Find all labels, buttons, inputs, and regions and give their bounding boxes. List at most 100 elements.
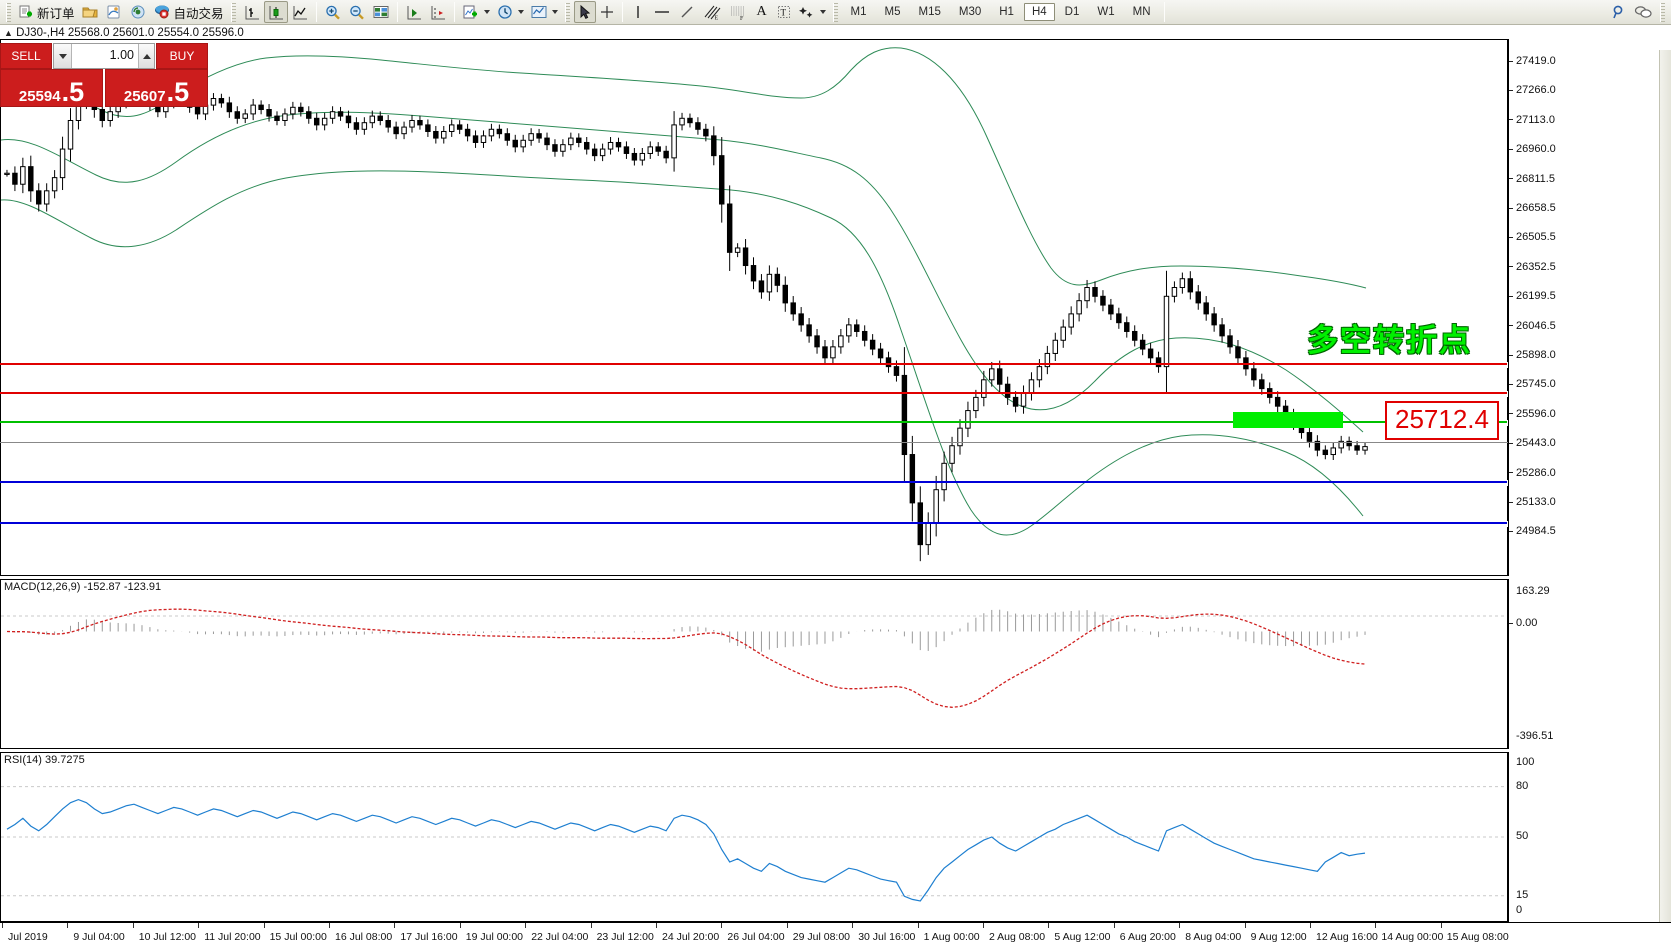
chart-shift-button[interactable] [426, 1, 450, 23]
volume-spinner-up[interactable] [138, 44, 154, 68]
folder-button[interactable] [78, 1, 102, 23]
bar-chart-icon [245, 5, 259, 19]
zoom-in-button[interactable] [321, 1, 345, 23]
timeframe-m30[interactable]: M30 [958, 6, 982, 18]
macd-label: MACD(12,26,9) -152.87 -123.91 [4, 581, 162, 593]
time-tick-mark [1048, 923, 1050, 928]
shift-end-button[interactable] [402, 1, 426, 23]
trendline-button[interactable] [675, 1, 699, 23]
price-tick: 25286.0 [1509, 467, 1556, 479]
vertical-line-button[interactable] [627, 1, 649, 23]
price-tick: 24984.5 [1509, 525, 1556, 537]
text-icon: A [756, 4, 767, 19]
timeframe-m1[interactable]: M1 [850, 6, 867, 18]
price-pane[interactable] [0, 39, 1508, 576]
text-button[interactable]: A [751, 1, 773, 23]
equidistant-channel-button[interactable]: E [699, 1, 725, 23]
objects-icon [798, 7, 812, 18]
toolbar-grip-5[interactable] [1660, 2, 1665, 22]
candlestick-button[interactable] [263, 1, 288, 23]
tile-windows-icon [373, 6, 389, 18]
time-tick-mark [263, 923, 265, 928]
time-tick-label: 6 Aug 20:00 [1119, 931, 1176, 943]
period-button[interactable] [493, 1, 527, 23]
time-tick-label: 5 Aug 12:00 [1054, 931, 1111, 943]
toolbar-grip[interactable] [6, 2, 11, 22]
price-level-support-blue-1[interactable] [0, 480, 1513, 486]
tile-windows-button[interactable] [369, 1, 393, 23]
timeframe-mn[interactable]: MN [1132, 6, 1151, 18]
highlight-rectangle[interactable] [1233, 412, 1343, 428]
crosshair-icon [600, 6, 613, 18]
time-tick-label: 16 Jul 08:00 [335, 931, 393, 943]
sell-price[interactable]: 25594 .5 [0, 69, 103, 107]
chart-area[interactable]: ▲ DJ30-,H4 25568.0 25601.0 25554.0 25596… [0, 25, 1671, 950]
volume-input[interactable]: 1.00 [53, 43, 155, 69]
autotrade-button[interactable]: 自动交易 [150, 1, 227, 23]
macd-pane[interactable]: MACD(12,26,9) -152.87 -123.91 [0, 579, 1508, 749]
time-tick-mark [1179, 923, 1181, 928]
svg-text:F: F [740, 16, 744, 21]
search-button[interactable] [1608, 1, 1630, 23]
time-axis[interactable]: Jul 2019 9 Jul 04:00 10 Jul 12:00 11 Jul 20… [0, 922, 1671, 950]
one-click-trading-panel[interactable]: SELL 1.00 BUY 25594 .5 [0, 43, 208, 107]
timeframe-w1[interactable]: W1 [1097, 6, 1115, 18]
new-order-button[interactable]: 新订单 [15, 1, 78, 23]
timeframe-d1[interactable]: D1 [1064, 6, 1080, 18]
symbol-ohlc-label: ▲ DJ30-,H4 25568.0 25601.0 25554.0 25596… [4, 27, 244, 39]
period-dropdown-caret[interactable] [517, 10, 524, 14]
volume-dropdown-button[interactable] [54, 44, 72, 68]
indicators-button[interactable] [459, 1, 493, 23]
svg-text:T: T [780, 8, 786, 18]
fibonacci-button[interactable]: F [725, 1, 751, 23]
volume-value[interactable]: 1.00 [109, 48, 134, 62]
templates-dropdown-caret[interactable] [551, 10, 558, 14]
label-button[interactable]: T [773, 1, 795, 23]
equidistant-icon: E [704, 5, 720, 21]
price-level-current-price[interactable] [0, 442, 1508, 443]
bar-chart-button[interactable] [240, 1, 264, 23]
toolbar-grip-4[interactable] [832, 2, 838, 22]
toolbar-grip-2[interactable] [230, 2, 236, 22]
price-level-support-blue-2[interactable] [0, 521, 1513, 527]
timeframe-h4[interactable]: H4 [1023, 3, 1055, 21]
rsi-pane[interactable]: RSI(14) 39.7275 [0, 752, 1508, 922]
period-icon [497, 5, 512, 19]
price-level-resistance-1[interactable] [0, 362, 1513, 368]
indicators-dropdown-caret[interactable] [483, 10, 490, 14]
horizontal-line-button[interactable] [649, 1, 675, 23]
time-tick-label: 11 Jul 20:00 [204, 931, 261, 943]
rsi-axis[interactable]: 100 80 50 15 0 [1508, 752, 1671, 922]
templates-button[interactable] [527, 1, 561, 23]
cursor-button[interactable] [573, 1, 596, 23]
line-chart-button[interactable] [288, 1, 312, 23]
timeframe-h1[interactable]: H1 [999, 6, 1014, 18]
buy-button[interactable]: BUY [156, 43, 208, 69]
price-callout-box[interactable]: 25712.4 [1385, 401, 1499, 440]
macd-axis[interactable]: 163.29 0.00 -396.51 [1508, 579, 1671, 749]
buy-price[interactable]: 25607 .5 [105, 69, 208, 107]
objects-button[interactable] [795, 1, 829, 23]
turning-point-annotation[interactable]: 多空转折点 [1307, 323, 1472, 358]
zoom-out-button[interactable] [345, 1, 369, 23]
objects-dropdown-caret[interactable] [819, 10, 826, 14]
macd-tick: 163.29 [1516, 585, 1550, 597]
rsi-tick: 100 [1516, 756, 1535, 768]
price-axis[interactable]: 27419.0 27266.0 27113.0 26960.0 26811.5 26658… [1508, 39, 1671, 576]
profile-button[interactable] [102, 1, 126, 23]
vertical-scrollbar[interactable] [1659, 50, 1671, 922]
crosshair-button[interactable] [596, 1, 618, 23]
time-tick-label: 30 Jul 16:00 [858, 931, 916, 943]
chevron-up-icon [142, 53, 151, 59]
chat-button[interactable] [1630, 1, 1656, 23]
signal-button[interactable] [126, 1, 150, 23]
time-tick-label: 15 Jul 00:00 [269, 931, 327, 943]
toolbar-grip-3[interactable] [564, 2, 570, 22]
timeframe-m15[interactable]: M15 [918, 6, 941, 18]
timeframe-m5[interactable]: M5 [884, 6, 901, 18]
sell-button[interactable]: SELL [0, 43, 52, 69]
collapse-triangle-icon[interactable]: ▲ [4, 28, 13, 38]
price-level-resistance-2[interactable] [0, 391, 1513, 397]
time-tick-mark [1310, 923, 1311, 928]
